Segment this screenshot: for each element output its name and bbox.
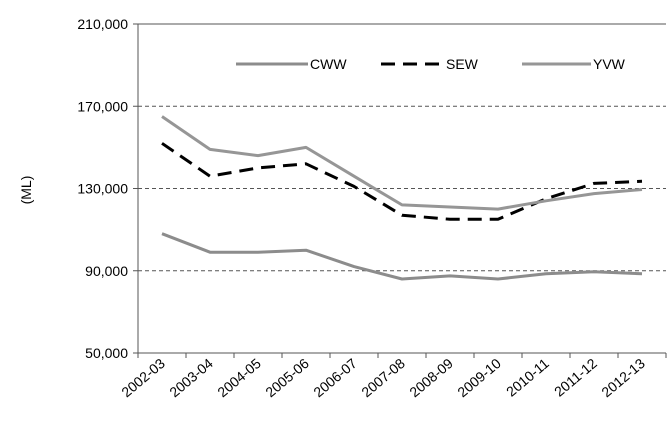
y-tick-label: 50,000 <box>85 345 128 361</box>
legend-label-yvw: YVW <box>593 56 626 72</box>
y-tick-label: 210,000 <box>77 16 128 32</box>
x-tick-label: 2012-13 <box>598 355 648 400</box>
legend: CWW SEW YVW <box>236 56 626 72</box>
legend-label-sew: SEW <box>446 56 479 72</box>
x-tick-label: 2011-12 <box>551 355 600 400</box>
x-tick-label: 2003-04 <box>166 355 216 400</box>
x-tick-label: 2008-09 <box>406 355 456 400</box>
x-tick-label: 2006-07 <box>310 355 360 400</box>
x-tick-label: 2004-05 <box>214 355 264 400</box>
y-axis-title: (ML) <box>18 176 34 205</box>
x-tick-label: 2010-11 <box>503 355 552 400</box>
x-tick-label: 2002-03 <box>118 355 168 400</box>
series-line-yvw <box>161 115 643 211</box>
x-tick-label: 2009-10 <box>454 355 504 400</box>
legend-label-cww: CWW <box>310 56 347 72</box>
y-tick-label: 90,000 <box>85 263 128 279</box>
series-line-cww <box>161 232 643 281</box>
series-line-sew <box>161 142 643 221</box>
series-lines <box>161 115 643 281</box>
gridlines <box>138 23 666 272</box>
x-tick-label: 2007-08 <box>358 355 408 400</box>
y-axis-ticks: 50,000 90,000 130,000 170,000 210,000 <box>77 16 138 361</box>
y-tick-label: 130,000 <box>77 181 128 197</box>
x-axis-ticks: 2002-032003-042004-052005-062006-072007-… <box>118 353 667 400</box>
y-tick-label: 170,000 <box>77 98 128 114</box>
x-tick-label: 2005-06 <box>262 355 312 400</box>
